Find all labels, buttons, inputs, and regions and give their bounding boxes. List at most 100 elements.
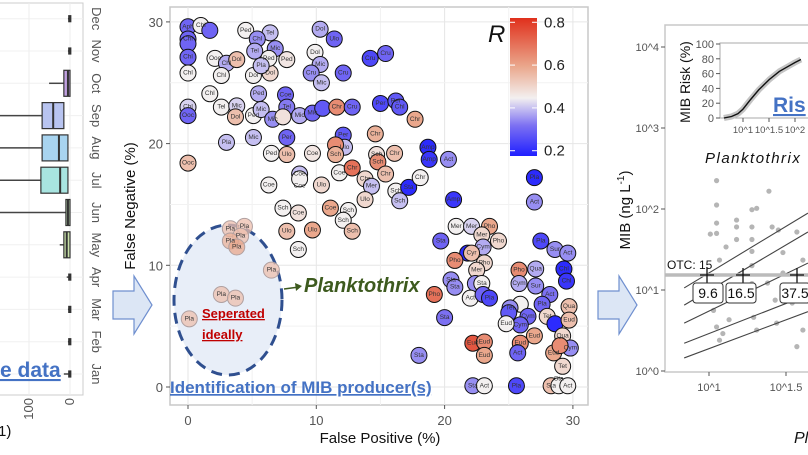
point-label: Pla	[185, 315, 195, 322]
scatter-point	[312, 176, 330, 194]
scatter-point	[557, 272, 575, 290]
mib-point	[733, 236, 740, 243]
point-label: Sch	[293, 246, 305, 253]
point-label: Chr	[389, 150, 400, 157]
inset-x-tick-label: 10^1	[733, 125, 753, 136]
month-label-aug: Aug	[89, 136, 104, 159]
scatter-point	[246, 42, 264, 60]
legend-title: R	[488, 21, 505, 48]
inset-y-tick-label: 20	[702, 98, 714, 110]
point-label: Ped	[281, 56, 293, 63]
point-label: Sta	[436, 237, 446, 244]
box-oct	[63, 69, 71, 97]
left-x-tick-0: 0	[62, 398, 77, 405]
scatter-point	[489, 232, 507, 250]
mib-point	[720, 330, 726, 337]
point-label: Sur	[550, 246, 561, 253]
point-label: Pla	[240, 223, 250, 230]
point-label: Sta	[414, 352, 424, 359]
y-tick-label: 0	[156, 380, 163, 395]
right-panel-heading: Ris	[773, 94, 806, 117]
point-label: Eud	[467, 340, 479, 347]
legend-tick-label: 0.2	[544, 143, 565, 160]
point-label: Chr	[360, 175, 371, 182]
regression-line	[683, 311, 808, 359]
point-label: Per	[282, 134, 293, 141]
point-label: Amp	[421, 144, 435, 151]
inset-y-tick-label: 0	[708, 113, 714, 125]
point-label: Chl	[559, 265, 569, 272]
point-label: Pla	[231, 295, 241, 302]
point-label: Eud	[479, 352, 491, 359]
scatter-point	[180, 310, 198, 328]
point-label: Pho	[484, 223, 496, 230]
point-label: Cru	[365, 55, 376, 62]
point-label: Coe	[333, 169, 345, 176]
point-label: Eud	[548, 349, 560, 356]
point-label: Sch	[338, 217, 350, 224]
y-tick-label: 30	[149, 15, 163, 30]
right-y-tick-label: 10^4	[635, 42, 659, 54]
point-label: Ped	[263, 55, 275, 62]
scatter-point	[554, 357, 572, 375]
scatter-point	[179, 107, 197, 125]
point-label: Ooc	[182, 160, 195, 167]
point-label: Sta	[450, 284, 460, 291]
box-aug	[41, 134, 69, 162]
scatter-point	[510, 275, 528, 293]
scatter-point	[432, 232, 450, 250]
inset-y-tick-label: 80	[702, 54, 714, 66]
point-label: Ulo	[317, 181, 327, 188]
point-label: Chr	[410, 116, 421, 123]
month-label-may: May	[89, 233, 104, 258]
scatter-point	[559, 377, 577, 395]
point-label: Act	[545, 291, 555, 298]
flow-arrow-2	[597, 273, 638, 337]
point-label: Chr	[380, 171, 391, 178]
point-label: Pla	[232, 244, 242, 251]
point-label: Cru	[347, 104, 358, 111]
point-label: Act	[530, 199, 540, 206]
mib-point	[800, 327, 806, 333]
point-label: Mic	[307, 110, 318, 117]
scatter-point	[525, 193, 543, 211]
mib-point	[749, 224, 755, 230]
point-label: Cyr	[466, 250, 477, 257]
point-label: Ped	[266, 150, 278, 157]
scatter-point	[527, 260, 545, 278]
point-label: Dol	[249, 72, 259, 79]
scatter-point	[361, 49, 379, 67]
scatter-point	[291, 170, 309, 188]
x-tick-label: 0	[184, 413, 191, 428]
scatter-point	[278, 51, 296, 69]
point-label: Sta	[477, 280, 487, 287]
separated-callout-line2: ideally	[202, 327, 243, 342]
inset-x-tick-label: 10^2	[785, 125, 805, 136]
right-y-axis-label: MIB (ng L-1)	[616, 171, 634, 250]
scatter-point	[497, 315, 515, 333]
monthly-boxplot-panel: Jan Feb Mar Apr May Jun Jul Aug Sep Oct Nov Dec 100…	[0, 2, 104, 440]
scatter-point	[509, 344, 527, 362]
point-label: Act	[563, 250, 573, 257]
point-label: Pho	[429, 291, 441, 298]
month-label-feb: Feb	[89, 330, 104, 352]
point-label: Coe	[263, 181, 275, 188]
scatter-point	[278, 222, 296, 240]
mib-point	[713, 178, 720, 184]
point-label: Ooc	[182, 112, 195, 119]
mib-point	[723, 244, 729, 250]
point-label: Act	[444, 156, 454, 163]
month-label-sep: Sep	[89, 104, 104, 127]
left-panel-heading: e data	[0, 359, 61, 382]
threshold-label: 16.5	[727, 285, 754, 301]
point-label: Chl	[205, 90, 215, 97]
point-label: Per	[391, 98, 402, 105]
scatter-point	[410, 346, 428, 364]
right-y-tick-label: 10^0	[635, 366, 659, 378]
separated-callout-line1: Seperated	[202, 306, 265, 321]
scatter-point	[439, 150, 457, 168]
point-label: Pho	[449, 257, 461, 264]
point-label: Pla	[512, 382, 522, 389]
